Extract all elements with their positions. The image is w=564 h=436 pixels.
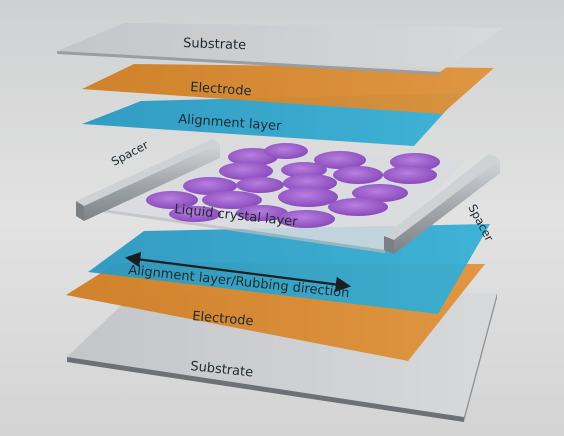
rubbing-direction-arrow xyxy=(124,251,352,293)
lc-molecule xyxy=(277,210,335,228)
top-substrate: Substrate xyxy=(57,23,503,75)
top-alignment-label: Alignment layer xyxy=(178,112,283,134)
lc-molecule xyxy=(278,187,338,207)
lc-molecule xyxy=(202,191,262,209)
top-electrode-label: Electrode xyxy=(190,80,252,99)
lc-molecule xyxy=(314,151,366,169)
top-substrate-label: Substrate xyxy=(183,36,247,53)
top-electrode: Electrode xyxy=(82,64,494,114)
bottom-substrate-label: Substrate xyxy=(190,359,254,381)
lc-molecule xyxy=(383,166,437,184)
lc-molecule xyxy=(219,162,273,180)
lc-molecules xyxy=(146,143,440,228)
lc-molecule xyxy=(183,177,237,195)
lc-molecule xyxy=(352,184,408,202)
lc-molecule xyxy=(283,174,337,192)
bottom-electrode-label: Electrode xyxy=(192,309,254,329)
lc-molecule xyxy=(146,191,198,209)
lc-molecule xyxy=(169,206,221,222)
lc-molecule xyxy=(236,205,288,221)
lc-molecule xyxy=(328,198,388,216)
lc-molecule xyxy=(264,143,308,159)
lc-molecule xyxy=(236,177,284,193)
lc-molecule xyxy=(281,162,327,178)
lc-molecule xyxy=(333,166,383,184)
